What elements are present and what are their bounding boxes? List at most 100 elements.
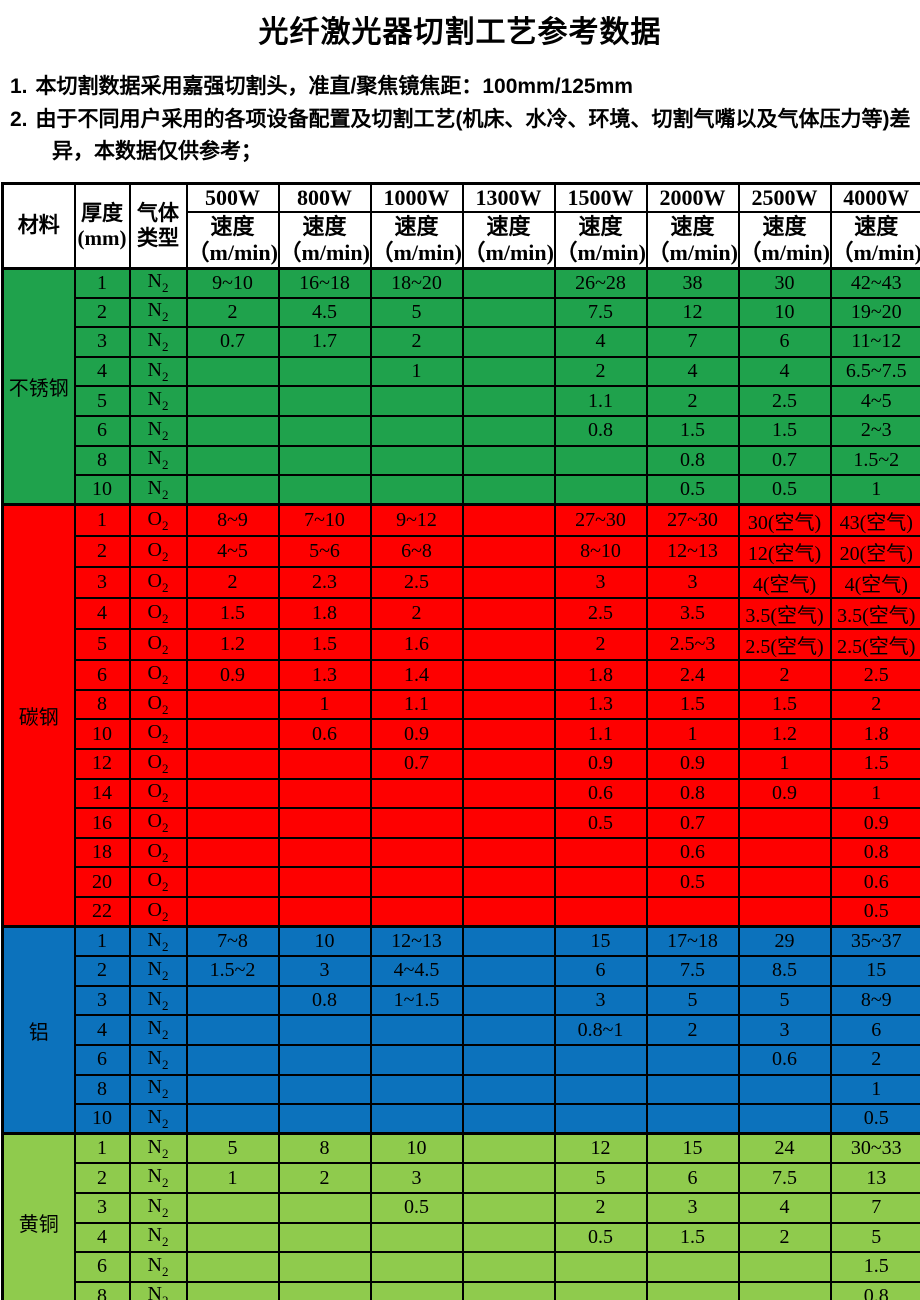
gas-type-cell: N2 bbox=[128, 414, 188, 447]
speed-value-cell bbox=[185, 1191, 280, 1224]
speed-value-cell: 0.8 bbox=[645, 444, 740, 477]
header-speed-4000w: 速度 （m/min) bbox=[829, 211, 920, 269]
thickness-cell: 3 bbox=[73, 1191, 131, 1224]
speed-value-cell bbox=[185, 777, 280, 810]
speed-value-cell: 1.6 bbox=[369, 628, 464, 662]
thickness-cell: 1 bbox=[73, 503, 131, 538]
speed-value-cell: 1 bbox=[185, 1162, 280, 1194]
speed-value-cell bbox=[185, 748, 280, 780]
notes: 1. 本切割数据采用嘉强切割头，准直/聚焦镜焦距：100mm/125mm 2. 由于… bbox=[10, 71, 912, 168]
speed-value-cell: 0.5 bbox=[645, 474, 740, 506]
thickness-cell: 2 bbox=[73, 1162, 131, 1194]
speed-value-cell: 2.3 bbox=[277, 566, 372, 600]
speed-value-cell bbox=[737, 1103, 832, 1135]
header-gas-line2: 类型 bbox=[137, 225, 179, 250]
speed-value-cell: 1.1 bbox=[553, 718, 648, 751]
header-speed-1500w: 速度 （m/min) bbox=[553, 211, 648, 269]
speed-value-cell: 3.5 bbox=[645, 597, 740, 631]
gas-type-cell: O2 bbox=[128, 866, 188, 898]
speed-value-cell: 7 bbox=[645, 326, 740, 358]
speed-value-cell: 6 bbox=[645, 1162, 740, 1194]
speed-value-cell bbox=[185, 836, 280, 869]
thickness-cell: 12 bbox=[73, 748, 131, 780]
speed-value-cell bbox=[185, 1043, 280, 1076]
speed-value-cell: 7 bbox=[829, 1191, 920, 1224]
thickness-cell: 8 bbox=[73, 688, 131, 721]
speed-value-cell bbox=[461, 777, 556, 810]
speed-value-cell bbox=[277, 777, 372, 810]
speed-value-cell: 1 bbox=[829, 777, 920, 810]
speed-value-cell: 0.7 bbox=[737, 444, 832, 477]
speed-value-cell: 0.5 bbox=[829, 1103, 920, 1135]
speed-value-cell bbox=[553, 866, 648, 898]
speed-value-cell: 1.4 bbox=[369, 659, 464, 691]
speed-value-cell bbox=[461, 748, 556, 780]
speed-value-cell: 3 bbox=[553, 984, 648, 1017]
speed-value-cell: 5 bbox=[553, 1162, 648, 1194]
table-row: 2 O2 4~5 5~6 6~8 8~10 12~13 12(空气) 20(空气) bbox=[2, 535, 920, 569]
gas-type-cell: N2 bbox=[128, 1103, 188, 1135]
speed-value-cell bbox=[737, 1251, 832, 1283]
thickness-cell: 3 bbox=[73, 326, 131, 358]
gas-type-cell: N2 bbox=[128, 355, 188, 388]
material-cell: 黄铜 bbox=[1, 1132, 76, 1300]
speed-value-cell: 1.3 bbox=[553, 688, 648, 721]
speed-value-cell: 0.9 bbox=[737, 777, 832, 810]
gas-type-cell: N2 bbox=[128, 444, 188, 477]
speed-value-cell: 12 bbox=[553, 1132, 648, 1165]
speed-value-cell: 6 bbox=[829, 1014, 920, 1046]
gas-type-cell: N2 bbox=[128, 385, 188, 417]
speed-value-cell: 2.5 bbox=[737, 385, 832, 417]
speed-value-cell: 5 bbox=[369, 296, 464, 329]
speed-value-cell bbox=[461, 503, 556, 538]
header-speed-2000w: 速度 （m/min) bbox=[645, 211, 740, 269]
speed-value-cell: 1.5 bbox=[737, 688, 832, 721]
table-row: 2 N2 1 2 3 5 6 7.5 13 bbox=[2, 1162, 920, 1194]
speed-value-cell: 26~28 bbox=[553, 266, 648, 299]
speed-value-cell: 17~18 bbox=[645, 925, 740, 958]
speed-value-cell bbox=[369, 1043, 464, 1076]
speed-value-cell bbox=[369, 1251, 464, 1283]
speed-label: 速度 bbox=[210, 213, 255, 239]
speed-value-cell bbox=[277, 1103, 372, 1135]
table-row: 6 N2 0.8 1.5 1.5 2~3 bbox=[2, 414, 920, 447]
table-body: 不锈钢 1 N2 9~10 16~18 18~20 26~28 38 30 42~43 2 N2 2 4.… bbox=[1, 266, 920, 1300]
speed-value-cell: 7.5 bbox=[645, 955, 740, 987]
table-row: 14 O2 0.6 0.8 0.9 1 bbox=[2, 777, 920, 810]
speed-value-cell bbox=[277, 474, 372, 506]
speed-value-cell: 27~30 bbox=[645, 503, 740, 538]
speed-value-cell bbox=[277, 748, 372, 780]
speed-value-cell: 13 bbox=[829, 1162, 920, 1194]
speed-value-cell: 2 bbox=[829, 1043, 920, 1076]
speed-value-cell bbox=[461, 807, 556, 839]
speed-value-cell: 30(空气) bbox=[737, 503, 832, 538]
speed-value-cell: 0.8 bbox=[553, 414, 648, 447]
speed-value-cell bbox=[461, 1221, 556, 1254]
speed-value-cell bbox=[277, 866, 372, 898]
thickness-cell: 16 bbox=[73, 807, 131, 839]
speed-value-cell bbox=[369, 1280, 464, 1300]
speed-value-cell bbox=[185, 414, 280, 447]
speed-value-cell: 5 bbox=[829, 1221, 920, 1254]
speed-value-cell: 9~12 bbox=[369, 503, 464, 538]
speed-value-cell: 3.5(空气) bbox=[737, 597, 832, 631]
speed-value-cell: 0.5 bbox=[369, 1191, 464, 1224]
speed-value-cell: 0.7 bbox=[185, 326, 280, 358]
speed-value-cell bbox=[369, 474, 464, 506]
speed-value-cell: 1 bbox=[829, 474, 920, 506]
header-row-speed: 速度 （m/min) 速度 （m/min) 速度 （m/min) 速度 （m/min) … bbox=[3, 211, 920, 269]
table-row: 6 N2 0.6 2 bbox=[2, 1043, 920, 1076]
speed-value-cell: 20(空气) bbox=[829, 535, 920, 569]
speed-value-cell bbox=[553, 896, 648, 928]
speed-value-cell: 4~4.5 bbox=[369, 955, 464, 987]
table-row: 4 N2 1 2 4 4 6.5~7.5 bbox=[2, 355, 920, 388]
note-1-number: 1. bbox=[10, 75, 28, 98]
speed-value-cell bbox=[553, 1251, 648, 1283]
speed-value-cell bbox=[553, 1103, 648, 1135]
speed-value-cell bbox=[369, 414, 464, 447]
speed-value-cell bbox=[645, 1280, 740, 1300]
header-power-1300w: 1300W bbox=[461, 182, 556, 213]
speed-value-cell bbox=[277, 414, 372, 447]
speed-value-cell: 1.1 bbox=[553, 385, 648, 417]
speed-value-cell: 0.6 bbox=[553, 777, 648, 810]
